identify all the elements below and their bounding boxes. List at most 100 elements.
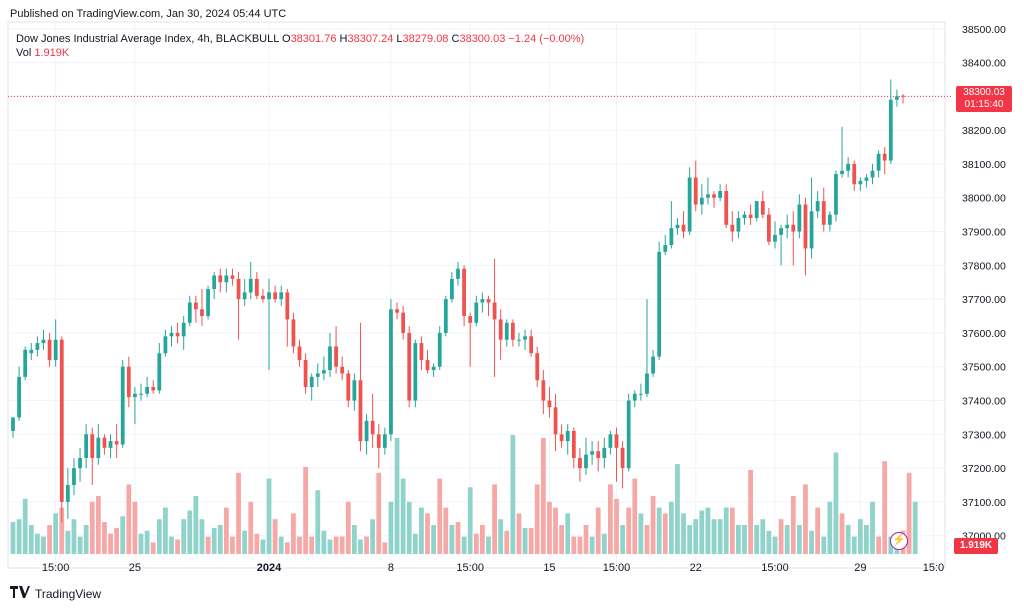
volume-bar [437,478,443,554]
candle-body [443,299,448,333]
volume-bar [778,519,784,554]
lightning-bolt-icon[interactable]: ⚡ [890,532,908,550]
volume-bar [242,530,248,554]
volume-bar [315,490,321,554]
candle-body [72,468,76,486]
candle-body [510,322,515,340]
volume-bar [132,501,138,554]
volume-bar [882,461,888,554]
volume-bar [498,519,504,554]
candle-body [834,174,838,215]
candle-body [108,441,113,448]
volume-bar [95,496,101,554]
candle-body [364,420,369,442]
candle-body [529,336,534,354]
candle-body [328,346,332,371]
candle-body [370,420,375,435]
candle-body [657,251,662,357]
candle-body [638,393,643,395]
candle-body [480,299,485,303]
candle-body [395,309,399,313]
candle-body [456,268,460,279]
footer-brand: TradingView [10,586,101,601]
last-price-tag: 38300.03 01:15:40 [956,86,1012,112]
candle-body [669,228,674,246]
candle-body [29,349,34,354]
volume-bar [845,525,851,554]
volume-bar [266,478,272,554]
volume-bar [108,533,113,554]
candle-body [535,353,540,381]
candle-body [59,339,64,502]
legend-close-label: C [451,33,460,45]
candle-body [352,380,357,401]
volume-bar [394,438,400,554]
candle-body [23,349,28,377]
x-tick-label: 8 [388,562,394,574]
volume-bar [260,539,266,554]
volume-bar [114,527,120,554]
candle-body [767,214,771,242]
volume-bar [656,507,662,554]
candle-body [815,201,820,212]
volume-bar [150,542,156,554]
candle-body [78,457,82,469]
candle-body [133,393,137,398]
y-tick-label: 37300.00 [962,429,1006,441]
candle-body [181,322,186,337]
volume-bar [138,533,144,554]
volume-bar [510,435,516,554]
volume-bar [291,513,296,554]
volume-bar [461,536,467,554]
volume-bar [83,525,89,554]
volume-bar [236,472,241,554]
candle-body [145,387,149,394]
volume-bar [486,536,491,554]
last-price-value: 38300.03 [963,87,1005,98]
legend-volume-label: Vol [16,47,32,59]
volume-bar [870,501,875,554]
candle-body [846,163,851,171]
volume-bar [455,522,461,554]
candle-body [663,245,668,252]
candle-body [864,177,869,181]
candle-body [736,218,741,232]
volume-bar [351,525,357,554]
volume-bar [370,519,376,554]
y-tick-label: 37600.00 [962,328,1006,340]
axes: 37000.0037100.0037200.0037300.0037400.00… [42,24,1006,574]
volume-bar [254,533,260,554]
volume-bar [864,525,869,554]
candle-body [565,430,570,442]
volume-bars [8,95,953,554]
candle-body [419,343,424,360]
candle-body [626,400,631,469]
candle-body [248,278,253,293]
volume-bar [248,501,254,554]
x-tick-label: 2024 [257,562,282,574]
volume-bar [626,507,632,554]
candle-body [706,194,710,198]
candle-body [151,387,156,391]
volume-bar [827,501,833,554]
candle-body [17,376,21,418]
published-caption: Published on TradingView.com, Jan 30, 20… [10,8,287,20]
candle-body [614,434,619,448]
volume-bar [632,478,638,554]
volume-bar [217,525,223,554]
candle-body [462,268,466,317]
volume-bar [644,525,650,554]
x-tick-label: 15 [543,562,555,574]
x-tick-label: 22 [690,562,702,574]
candle-body [779,228,783,235]
candle-body [578,457,582,469]
candle-body [742,214,747,219]
y-tick-label: 38500.00 [962,24,1006,36]
volume-bar [833,452,839,554]
candle-body [53,339,58,360]
candle-body [547,400,552,408]
candle-body [687,177,692,232]
candle-body [120,366,125,445]
candle-body [486,299,491,303]
